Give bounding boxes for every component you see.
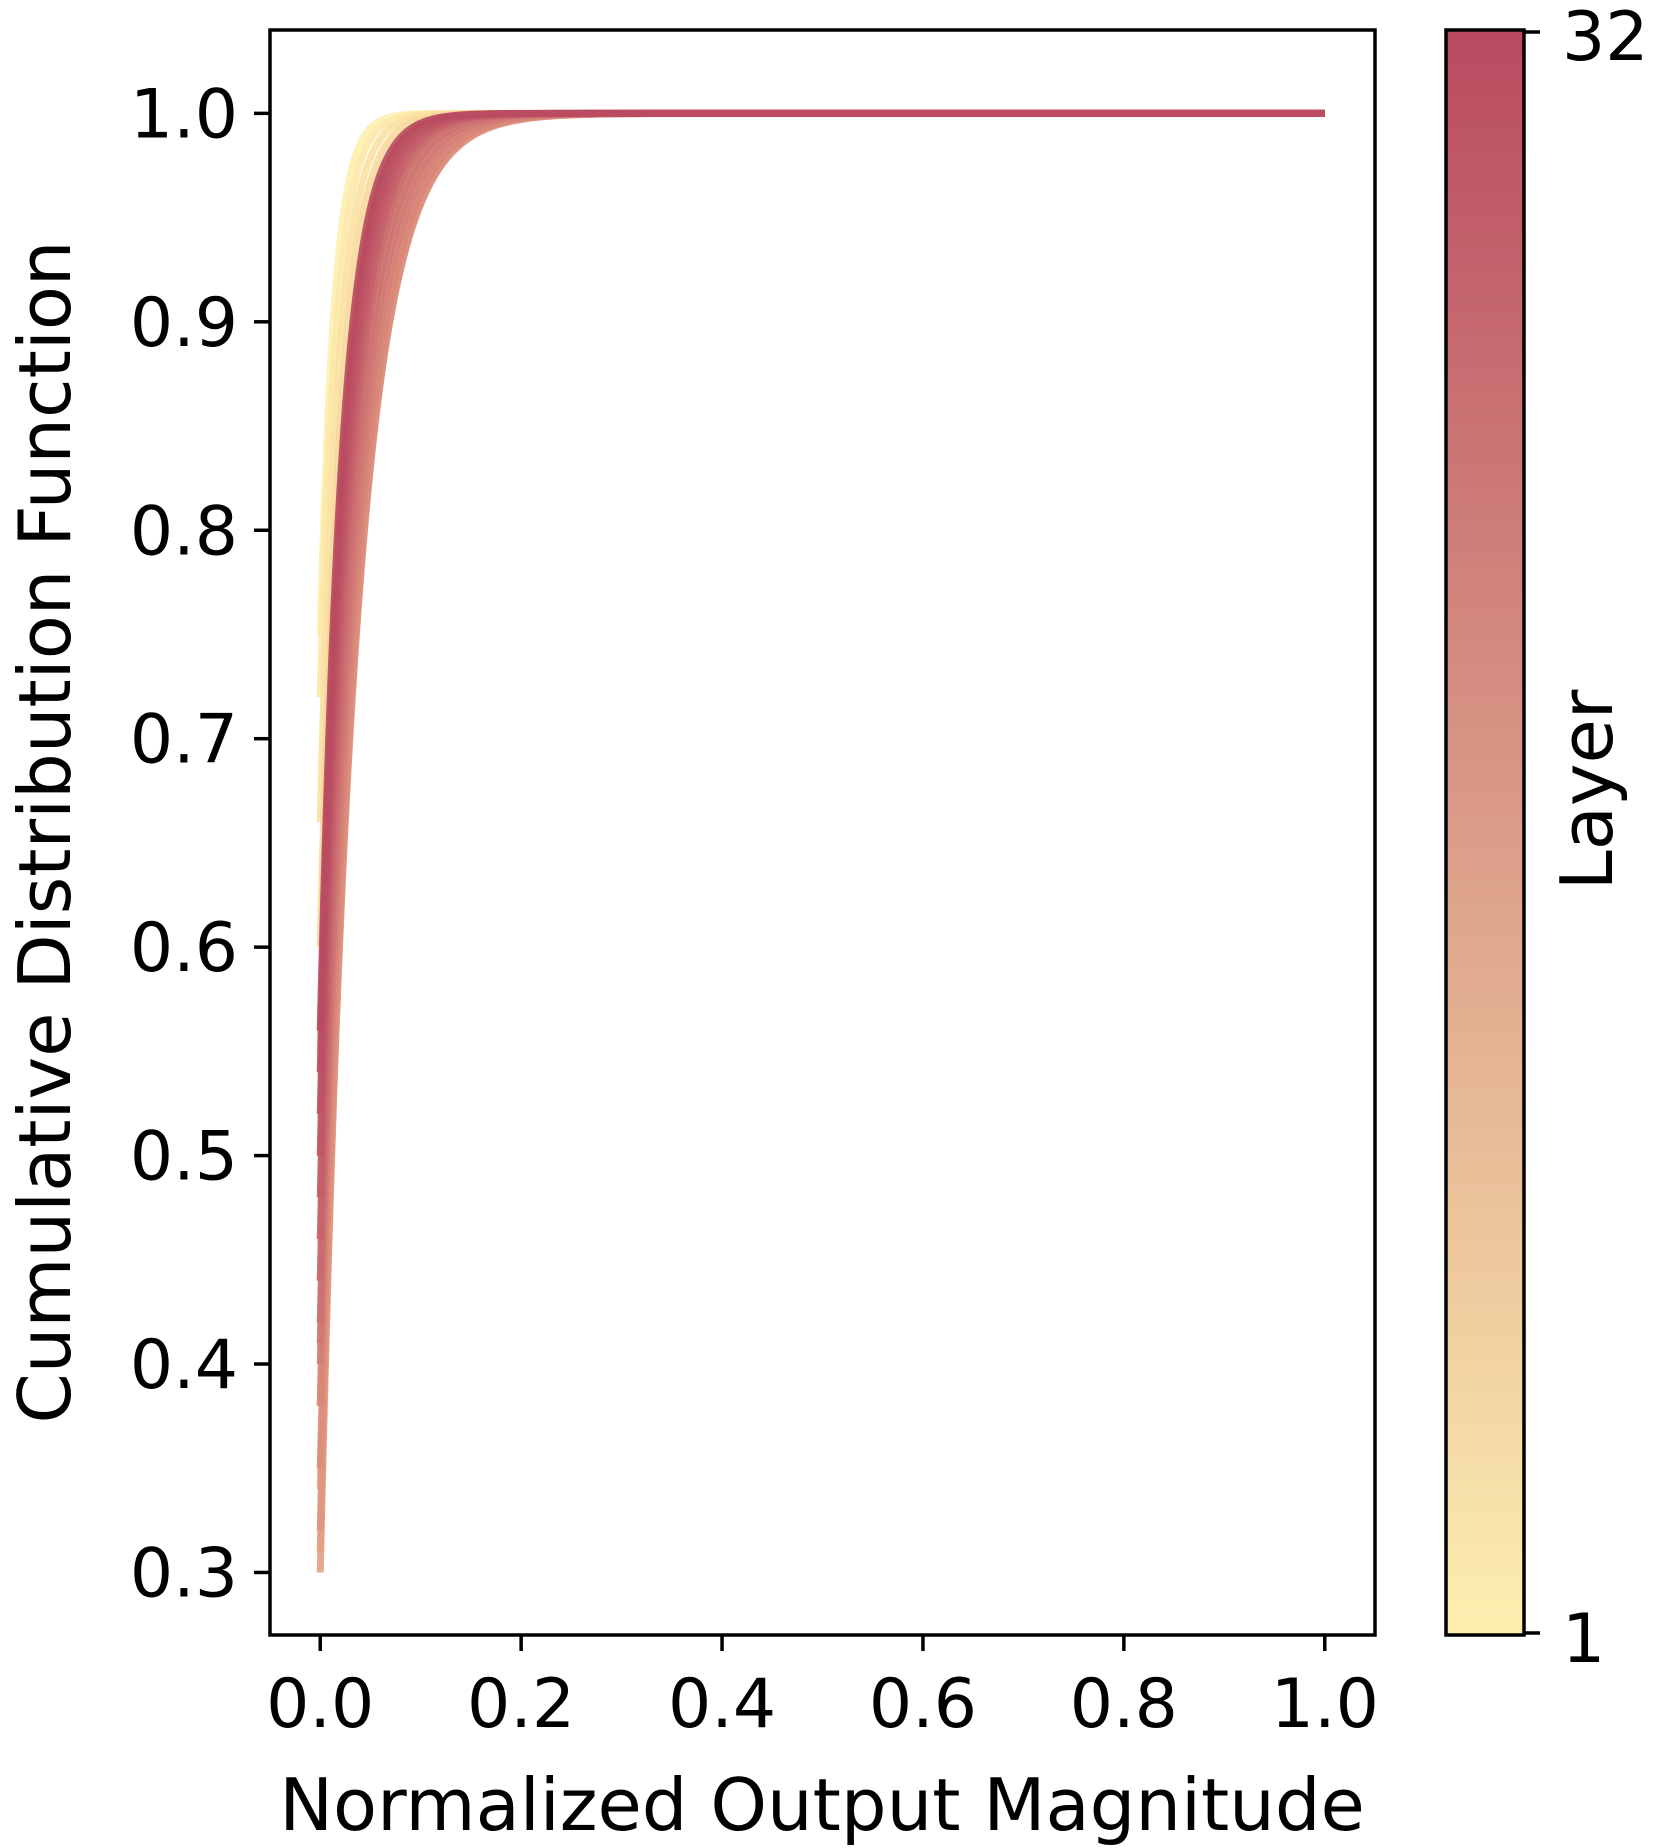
cdf-line-layer-12 bbox=[316, 109, 1325, 1535]
y-tick-label: 1.0 bbox=[130, 75, 238, 154]
cdf-line-layer-19 bbox=[316, 109, 1325, 1243]
colorbar-max-label: 32 bbox=[1562, 0, 1649, 77]
cdf-line-layer-10 bbox=[316, 109, 1325, 1555]
cdf-line-layer-23 bbox=[316, 109, 1325, 1076]
series-layer bbox=[316, 109, 1325, 1576]
x-tick-label: 0.4 bbox=[668, 1665, 776, 1744]
y-tick-label: 0.3 bbox=[130, 1534, 238, 1613]
cdf-line-layer-14 bbox=[316, 109, 1325, 1410]
y-tick-label: 0.9 bbox=[130, 284, 238, 363]
cdf-line-layer-21 bbox=[316, 109, 1325, 1159]
y-tick-label: 0.5 bbox=[130, 1118, 238, 1197]
colorbar: 32 1 Layer bbox=[1444, 0, 1649, 1679]
cdf-line-layer-6 bbox=[316, 109, 1325, 1159]
cdf-line-layer-9 bbox=[316, 109, 1325, 1493]
cdf-line-layer-7 bbox=[316, 109, 1325, 1284]
cdf-line-layer-2 bbox=[316, 109, 1325, 701]
cdf-line-layer-13 bbox=[316, 109, 1325, 1472]
y-tick-label: 0.8 bbox=[130, 492, 238, 571]
y-axis: 0.3 0.4 0.5 0.6 0.7 0.8 0.9 1.0 bbox=[130, 75, 270, 1613]
cdf-line-layer-11 bbox=[316, 109, 1325, 1576]
cdf-line-layer-20 bbox=[316, 109, 1325, 1201]
x-tick-label: 0.6 bbox=[869, 1665, 977, 1744]
x-axis-label: Normalized Output Magnitude bbox=[279, 1763, 1365, 1847]
x-tick-label: 0.2 bbox=[467, 1665, 575, 1744]
cdf-line-layer-4 bbox=[316, 109, 1325, 951]
cdf-line-layer-24 bbox=[316, 109, 1325, 1034]
cdf-line-layer-15 bbox=[316, 109, 1325, 1368]
y-tick-label: 0.7 bbox=[130, 701, 238, 780]
colorbar-min-label: 1 bbox=[1562, 1600, 1605, 1679]
x-tick-label: 0.8 bbox=[1070, 1665, 1178, 1744]
cdf-line-layer-1 bbox=[316, 109, 1325, 638]
cdf-line-layer-18 bbox=[316, 109, 1325, 1284]
colorbar-gradient bbox=[1444, 28, 1526, 1637]
cdf-line-layer-3 bbox=[316, 109, 1325, 826]
x-tick-label: 0.0 bbox=[266, 1665, 374, 1744]
cdf-line-layer-16 bbox=[316, 109, 1325, 1347]
y-axis-label: Cumulative Distribution Function bbox=[3, 240, 87, 1423]
cdf-line-layer-17 bbox=[316, 109, 1325, 1326]
colorbar-label: Layer bbox=[1545, 689, 1629, 890]
y-tick-label: 0.4 bbox=[130, 1326, 238, 1405]
cdf-line-layer-22 bbox=[316, 109, 1325, 1118]
cdf-line-layer-8 bbox=[316, 109, 1325, 1409]
x-tick-label: 1.0 bbox=[1271, 1665, 1379, 1744]
plot-frame bbox=[268, 28, 1377, 1637]
x-axis: 0.0 0.2 0.4 0.6 0.8 1.0 bbox=[266, 1635, 1379, 1744]
y-tick-label: 0.6 bbox=[130, 909, 238, 988]
cdf-line-layer-5 bbox=[316, 109, 1325, 1055]
